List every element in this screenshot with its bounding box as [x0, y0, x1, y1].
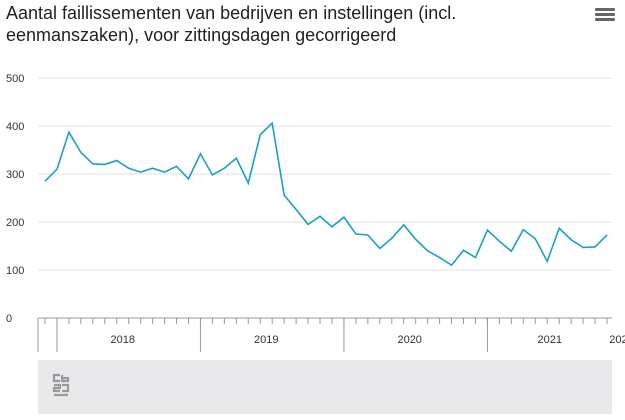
data-point[interactable]	[388, 234, 396, 242]
data-point[interactable]	[448, 261, 456, 269]
data-point[interactable]	[232, 154, 240, 162]
y-tick-label: 500	[6, 73, 24, 85]
line-chart: 0 100 200 300 400 500 2018 2019 2020 2021 2022	[6, 73, 625, 352]
data-point[interactable]	[340, 213, 348, 221]
series-line	[44, 121, 608, 267]
data-point[interactable]	[113, 157, 121, 165]
data-point[interactable]	[495, 237, 503, 245]
y-tick-label: 200	[6, 217, 24, 229]
data-point[interactable]	[77, 148, 85, 156]
data-point[interactable]	[256, 131, 264, 139]
x-year-label: 2020	[397, 334, 421, 346]
data-point[interactable]	[531, 235, 539, 243]
data-point[interactable]	[507, 247, 515, 255]
cbs-logo-icon	[52, 373, 70, 397]
data-point[interactable]	[137, 168, 145, 176]
data-point[interactable]	[424, 247, 432, 255]
y-tick-label: 0	[6, 313, 12, 325]
data-point[interactable]	[149, 164, 157, 172]
data-point[interactable]	[352, 230, 360, 238]
data-point[interactable]	[220, 164, 228, 172]
data-point[interactable]	[316, 212, 324, 220]
data-point[interactable]	[89, 160, 97, 168]
data-point[interactable]	[400, 221, 408, 229]
data-point[interactable]	[555, 224, 563, 232]
data-point[interactable]	[161, 168, 169, 176]
data-point[interactable]	[591, 243, 599, 251]
data-point[interactable]	[125, 164, 133, 172]
y-tick-label: 100	[6, 265, 24, 277]
data-point[interactable]	[567, 236, 575, 244]
data-point[interactable]	[65, 128, 73, 136]
data-point[interactable]	[328, 223, 336, 231]
data-point[interactable]	[436, 254, 444, 262]
data-point[interactable]	[364, 231, 372, 239]
chart-title: Aantal faillissementen van bedrijven en …	[6, 3, 457, 45]
data-point[interactable]	[603, 231, 611, 239]
data-point[interactable]	[53, 165, 61, 173]
data-point[interactable]	[579, 243, 587, 251]
x-year-label: 2021	[537, 334, 561, 346]
data-point[interactable]	[376, 244, 384, 252]
data-point[interactable]	[471, 254, 479, 262]
y-tick-label: 300	[6, 169, 24, 181]
data-point[interactable]	[268, 119, 276, 127]
data-point[interactable]	[196, 150, 204, 158]
footer-bar	[38, 360, 612, 414]
x-year-label: 2022	[609, 334, 625, 346]
data-point[interactable]	[543, 257, 551, 265]
data-point[interactable]	[173, 162, 181, 170]
data-point[interactable]	[292, 206, 300, 214]
data-point[interactable]	[460, 246, 468, 254]
x-year-label: 2018	[110, 334, 134, 346]
data-point[interactable]	[412, 235, 420, 243]
data-point[interactable]	[483, 226, 491, 234]
data-point[interactable]	[41, 177, 49, 185]
hamburger-menu-icon[interactable]	[595, 6, 615, 24]
data-point[interactable]	[101, 160, 109, 168]
data-point[interactable]	[208, 171, 216, 179]
data-point[interactable]	[519, 226, 527, 234]
data-point[interactable]	[304, 220, 312, 228]
data-point[interactable]	[280, 191, 288, 199]
data-point[interactable]	[184, 175, 192, 183]
data-point[interactable]	[244, 179, 252, 187]
x-year-label: 2019	[254, 334, 278, 346]
y-tick-label: 400	[6, 121, 24, 133]
